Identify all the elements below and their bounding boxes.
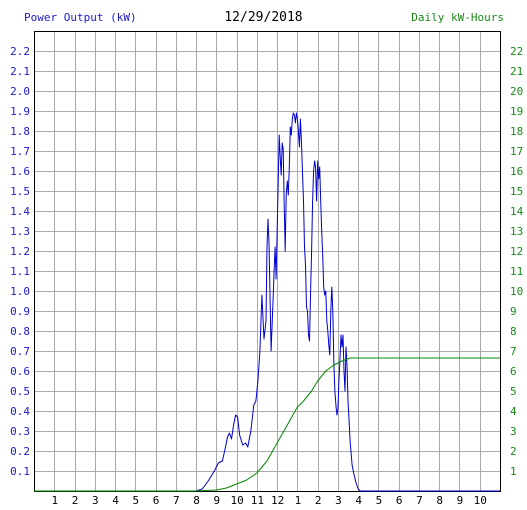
x-tick-label: 6 (396, 494, 403, 507)
series-lines (34, 112, 500, 492)
chart-title: 12/29/2018 (224, 10, 303, 25)
left-tick-label: 0.9 (10, 305, 30, 318)
x-tick-label: 6 (153, 494, 160, 507)
left-tick-label: 0.8 (10, 325, 30, 338)
left-tick-label: 2.0 (10, 85, 30, 98)
right-axis-label: Daily kW-Hours (411, 11, 504, 24)
left-tick-label: 1.8 (10, 125, 30, 138)
x-tick-label: 5 (376, 494, 383, 507)
x-tick-label: 8 (436, 494, 443, 507)
x-tick-label: 10 (474, 494, 487, 507)
x-tick-label: 5 (132, 494, 139, 507)
left-tick-label: 0.3 (10, 425, 30, 438)
right-tick-label: 1 (510, 465, 517, 478)
right-tick-label: 16 (510, 165, 523, 178)
left-tick-label: 0.7 (10, 345, 30, 358)
grid-lines (34, 31, 500, 491)
right-tick-label: 10 (510, 285, 523, 298)
left-tick-label: 1.6 (10, 165, 30, 178)
x-tick-label: 2 (72, 494, 79, 507)
x-tick-label: 7 (173, 494, 180, 507)
plot-frame (34, 31, 501, 492)
left-axis-label: Power Output (kW) (24, 11, 137, 24)
right-tick-label: 22 (510, 45, 523, 58)
left-tick-label: 0.5 (10, 385, 30, 398)
x-tick-label: 4 (355, 494, 362, 507)
right-tick-label: 3 (510, 425, 517, 438)
right-tick-label: 11 (510, 265, 523, 278)
right-tick-label: 8 (510, 325, 517, 338)
right-tick-label: 12 (510, 245, 523, 258)
right-tick-label: 2 (510, 445, 517, 458)
left-tick-label: 0.2 (10, 445, 30, 458)
x-tick-label: 2 (315, 494, 322, 507)
right-tick-label: 21 (510, 65, 523, 78)
x-tick-label: 1 (51, 494, 58, 507)
right-tick-label: 20 (510, 85, 523, 98)
left-tick-label: 1.0 (10, 285, 30, 298)
left-tick-labels: 0.1 0.2 0.3 0.4 0.5 0.6 0.7 0.8 0.9 1.0 1.1 1.2 1.3 1… (10, 45, 30, 478)
x-tick-labels: 1 2 3 4 5 6 7 8 9 10 11 12 1 2 3 4 5 6 7 8 9 10 (51, 494, 486, 507)
x-tick-label: 12 (271, 494, 284, 507)
right-tick-label: 5 (510, 385, 517, 398)
x-tick-label: 9 (214, 494, 221, 507)
left-tick-label: 2.1 (10, 65, 30, 78)
x-tick-label: 3 (92, 494, 99, 507)
left-tick-label: 1.7 (10, 145, 30, 158)
right-tick-label: 14 (510, 205, 524, 218)
plot-border (34, 31, 501, 492)
left-tick-label: 1.5 (10, 185, 30, 198)
right-tick-label: 13 (510, 225, 523, 238)
left-tick-label: 1.9 (10, 105, 30, 118)
x-tick-label: 7 (416, 494, 423, 507)
right-tick-label: 17 (510, 145, 523, 158)
x-tick-label: 8 (193, 494, 200, 507)
x-tick-label: 3 (335, 494, 342, 507)
right-tick-label: 7 (510, 345, 517, 358)
energy-kwh-line (34, 357, 500, 492)
x-tick-label: 4 (112, 494, 119, 507)
left-tick-label: 2.2 (10, 45, 30, 58)
x-tick-label: 1 (295, 494, 302, 507)
left-tick-label: 0.1 (10, 465, 30, 478)
left-tick-label: 0.6 (10, 365, 30, 378)
power-kw-line (34, 112, 500, 492)
right-tick-label: 4 (510, 405, 517, 418)
x-tick-label: 10 (230, 494, 243, 507)
right-tick-label: 19 (510, 105, 523, 118)
left-tick-label: 1.1 (10, 265, 30, 278)
right-tick-label: 9 (510, 305, 517, 318)
right-tick-label: 6 (510, 365, 517, 378)
left-tick-label: 1.4 (10, 205, 30, 218)
x-tick-label: 11 (251, 494, 264, 507)
left-tick-label: 0.4 (10, 405, 30, 418)
left-tick-label: 1.3 (10, 225, 30, 238)
right-tick-label: 15 (510, 185, 523, 198)
right-tick-label: 18 (510, 125, 523, 138)
x-tick-label: 9 (457, 494, 464, 507)
left-tick-label: 1.2 (10, 245, 30, 258)
